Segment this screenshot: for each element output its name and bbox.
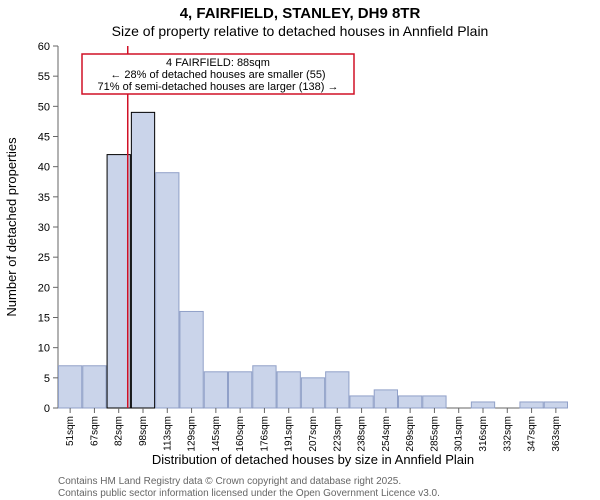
histogram-bar <box>350 396 373 408</box>
xtick-label: 238sqm <box>357 416 368 452</box>
ytick-label: 0 <box>44 403 50 415</box>
histogram-bar <box>471 402 494 408</box>
ytick-label: 50 <box>38 101 50 113</box>
x-axis-label: Distribution of detached houses by size … <box>152 452 474 467</box>
histogram-bar <box>423 396 446 408</box>
histogram-bar <box>131 112 154 408</box>
xtick-label: 207sqm <box>308 416 319 452</box>
histogram-bar <box>83 366 106 408</box>
xtick-label: 191sqm <box>284 416 295 452</box>
histogram-bar <box>399 396 422 408</box>
annotation-line3: 71% of semi-detached houses are larger (… <box>98 81 339 93</box>
annotation-line1: 4 FAIRFIELD: 88sqm <box>166 57 270 69</box>
y-axis-label: Number of detached properties <box>4 137 19 317</box>
ytick-label: 10 <box>38 343 50 355</box>
footer-line2: Contains public sector information licen… <box>58 488 440 499</box>
ytick-label: 20 <box>38 282 50 294</box>
xtick-label: 113sqm <box>162 416 173 451</box>
histogram-bar <box>544 402 567 408</box>
xtick-label: 363sqm <box>551 416 562 452</box>
ytick-label: 25 <box>38 252 50 264</box>
xtick-label: 98sqm <box>138 416 149 446</box>
xtick-label: 145sqm <box>211 416 222 452</box>
xtick-label: 316sqm <box>478 416 489 452</box>
xtick-label: 254sqm <box>381 416 392 452</box>
ytick-label: 40 <box>38 162 50 174</box>
histogram-bar <box>204 372 227 408</box>
ytick-label: 30 <box>38 222 50 234</box>
histogram-bar <box>253 366 276 408</box>
xtick-label: 51sqm <box>65 416 76 446</box>
ytick-label: 15 <box>38 313 50 325</box>
histogram-bar <box>520 402 543 408</box>
chart-title: 4, FAIRFIELD, STANLEY, DH9 8TR <box>180 5 421 22</box>
xtick-label: 285sqm <box>429 416 440 452</box>
xtick-label: 160sqm <box>235 416 246 452</box>
annotation-line2: ← 28% of detached houses are smaller (55… <box>110 69 325 81</box>
histogram-bar <box>374 390 397 408</box>
xtick-label: 332sqm <box>502 416 513 452</box>
chart-subtitle: Size of property relative to detached ho… <box>112 23 489 39</box>
xtick-label: 347sqm <box>527 416 538 452</box>
histogram-bar <box>277 372 300 408</box>
histogram-bar <box>107 155 130 408</box>
ytick-label: 60 <box>38 41 50 53</box>
chart-container: 4, FAIRFIELD, STANLEY, DH9 8TRSize of pr… <box>0 0 600 500</box>
xtick-label: 129sqm <box>187 416 198 452</box>
histogram-bar <box>156 173 179 408</box>
ytick-label: 55 <box>38 71 50 83</box>
ytick-label: 35 <box>38 192 50 204</box>
xtick-label: 301sqm <box>454 416 465 452</box>
histogram-bar <box>59 366 82 408</box>
histogram-chart: 4, FAIRFIELD, STANLEY, DH9 8TRSize of pr… <box>0 0 600 500</box>
ytick-label: 5 <box>44 373 50 385</box>
histogram-bar <box>301 378 324 408</box>
xtick-label: 223sqm <box>332 416 343 452</box>
xtick-label: 176sqm <box>259 416 270 452</box>
ytick-label: 45 <box>38 132 50 144</box>
histogram-bar <box>180 311 203 408</box>
histogram-bar <box>229 372 252 408</box>
footer-line1: Contains HM Land Registry data © Crown c… <box>58 476 401 487</box>
xtick-label: 82sqm <box>114 416 125 446</box>
histogram-bar <box>326 372 349 408</box>
xtick-label: 67sqm <box>89 416 100 446</box>
xtick-label: 269sqm <box>405 416 416 452</box>
